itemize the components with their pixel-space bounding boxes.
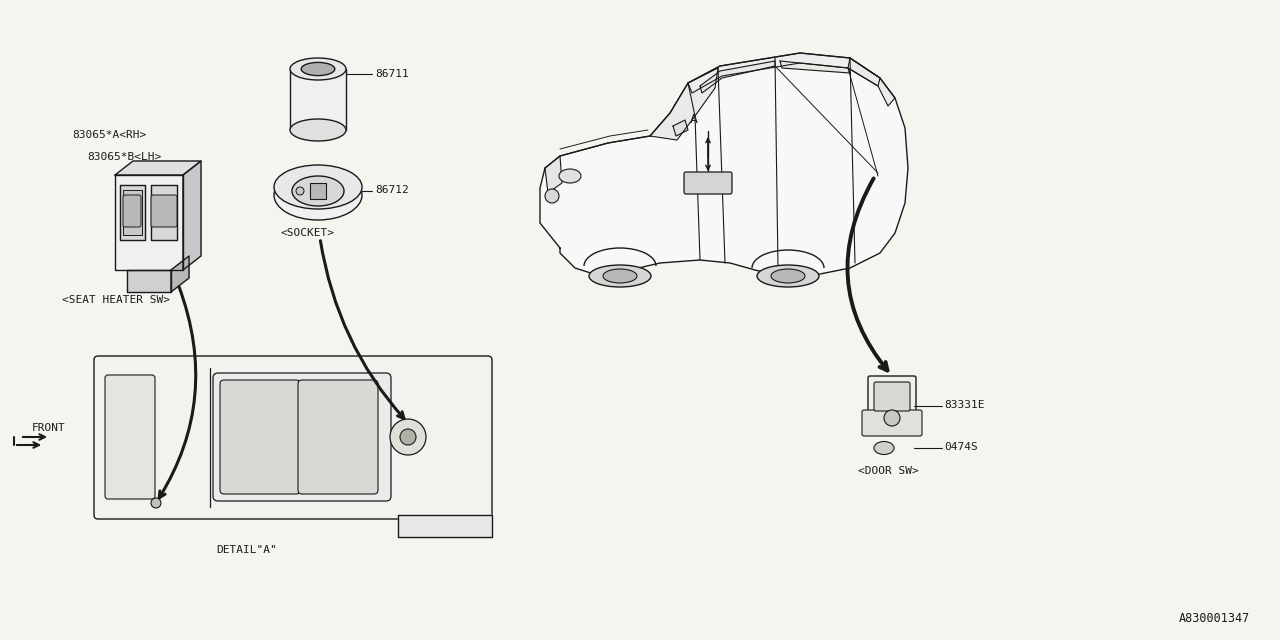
Polygon shape (780, 61, 850, 73)
FancyBboxPatch shape (93, 356, 492, 519)
Ellipse shape (292, 176, 344, 206)
Bar (310, 183, 326, 199)
Circle shape (545, 189, 559, 203)
Ellipse shape (274, 165, 362, 209)
Polygon shape (151, 185, 177, 240)
FancyBboxPatch shape (123, 195, 141, 227)
Polygon shape (115, 175, 183, 270)
Text: 83331E: 83331E (945, 400, 984, 410)
Polygon shape (291, 69, 346, 130)
Text: 86711: 86711 (375, 69, 408, 79)
Text: 83065*B<LH>: 83065*B<LH> (87, 152, 161, 162)
Ellipse shape (603, 269, 637, 283)
Text: 0474S: 0474S (945, 442, 978, 452)
FancyBboxPatch shape (684, 172, 732, 194)
Text: 83065*A<RH>: 83065*A<RH> (72, 130, 146, 140)
Polygon shape (700, 61, 774, 93)
Polygon shape (120, 185, 145, 240)
Circle shape (151, 498, 161, 508)
Ellipse shape (291, 58, 346, 80)
FancyBboxPatch shape (861, 410, 922, 436)
Ellipse shape (274, 170, 362, 220)
Circle shape (401, 429, 416, 445)
Polygon shape (398, 515, 492, 537)
Text: <SOCKET>: <SOCKET> (280, 228, 334, 238)
Polygon shape (540, 53, 908, 276)
Polygon shape (115, 161, 201, 175)
Text: A830001347: A830001347 (1179, 612, 1251, 625)
Circle shape (390, 419, 426, 455)
FancyBboxPatch shape (151, 195, 177, 227)
FancyBboxPatch shape (212, 373, 390, 501)
Polygon shape (650, 68, 718, 140)
Ellipse shape (756, 265, 819, 287)
Text: <DOOR SW>: <DOOR SW> (858, 466, 919, 476)
FancyBboxPatch shape (220, 380, 300, 494)
Polygon shape (545, 156, 562, 193)
Polygon shape (127, 270, 172, 292)
Text: DETAIL"A": DETAIL"A" (216, 545, 276, 555)
FancyBboxPatch shape (298, 380, 378, 494)
Ellipse shape (771, 269, 805, 283)
Ellipse shape (296, 187, 305, 195)
Polygon shape (673, 120, 689, 136)
FancyBboxPatch shape (105, 375, 155, 499)
Ellipse shape (301, 63, 335, 76)
Polygon shape (849, 58, 895, 106)
Ellipse shape (559, 169, 581, 183)
FancyBboxPatch shape (868, 376, 916, 432)
Polygon shape (689, 53, 881, 93)
FancyBboxPatch shape (874, 382, 910, 411)
Text: A: A (690, 113, 698, 126)
Polygon shape (183, 161, 201, 270)
Ellipse shape (291, 119, 346, 141)
Ellipse shape (589, 265, 652, 287)
Ellipse shape (874, 442, 893, 454)
Circle shape (884, 410, 900, 426)
Text: <SEAT HEATER SW>: <SEAT HEATER SW> (61, 295, 170, 305)
Polygon shape (123, 190, 142, 235)
Text: FRONT: FRONT (32, 423, 65, 433)
Polygon shape (172, 256, 189, 292)
Text: 86712: 86712 (375, 185, 408, 195)
